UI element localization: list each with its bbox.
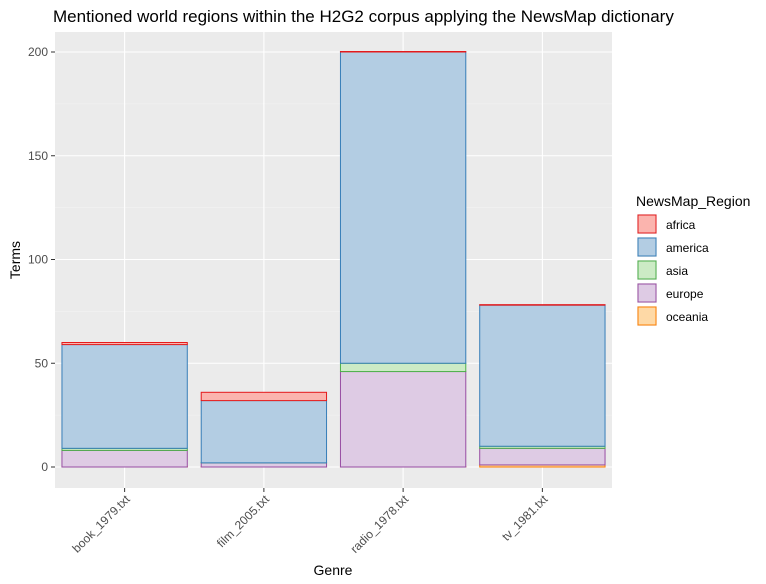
legend-label-america: america <box>666 241 709 255</box>
bar-segment-europe <box>339 371 467 468</box>
legend-swatch-europe <box>637 283 657 303</box>
bar-segment-america <box>339 51 467 364</box>
legend: NewsMap_Region africa america asia europe oc… <box>636 193 750 326</box>
legend-swatch-africa <box>637 214 657 234</box>
x-tick-label: tv_1981.txt <box>499 492 551 544</box>
legend-label-europe: europe <box>666 287 704 301</box>
legend-label-asia: asia <box>666 264 688 278</box>
y-tick-label: 100 <box>28 253 48 267</box>
y-tick-label: 50 <box>35 356 49 370</box>
chart-title: Mentioned world regions within the H2G2 … <box>53 7 674 26</box>
bar-segment-europe <box>200 462 328 468</box>
y-axis: 0 50 100 150 200 <box>28 45 55 474</box>
y-tick-label: 150 <box>28 149 48 163</box>
bar-segment-europe <box>61 449 188 468</box>
legend-label-africa: africa <box>666 218 696 232</box>
bar-segment-america <box>479 304 606 447</box>
x-tick-label: book_1979.txt <box>70 492 134 556</box>
x-tick-label: film_2005.txt <box>214 492 272 550</box>
bar-segment-america <box>61 344 188 449</box>
bar-segment-africa <box>61 342 188 346</box>
x-axis-title: Genre <box>314 562 353 578</box>
y-tick-label: 0 <box>41 460 48 474</box>
x-axis: book_1979.txt film_2005.txt radio_1978.txt… <box>70 488 551 556</box>
bars-group <box>61 51 606 468</box>
legend-swatch-oceania <box>637 306 657 326</box>
y-axis-title: Terms <box>7 241 23 279</box>
legend-swatch-america <box>637 237 657 257</box>
bar-segment-africa <box>339 51 467 53</box>
bar-segment-africa <box>200 391 328 402</box>
legend-title: NewsMap_Region <box>636 193 750 209</box>
bar-segment-africa <box>479 304 606 306</box>
legend-label-oceania: oceania <box>666 310 708 324</box>
bar-segment-asia <box>339 362 467 373</box>
x-tick-label: radio_1978.txt <box>348 492 412 556</box>
bar-segment-america <box>200 400 328 464</box>
bar-segment-europe <box>479 447 606 466</box>
legend-swatch-asia <box>637 260 657 280</box>
y-tick-label: 200 <box>28 45 48 59</box>
